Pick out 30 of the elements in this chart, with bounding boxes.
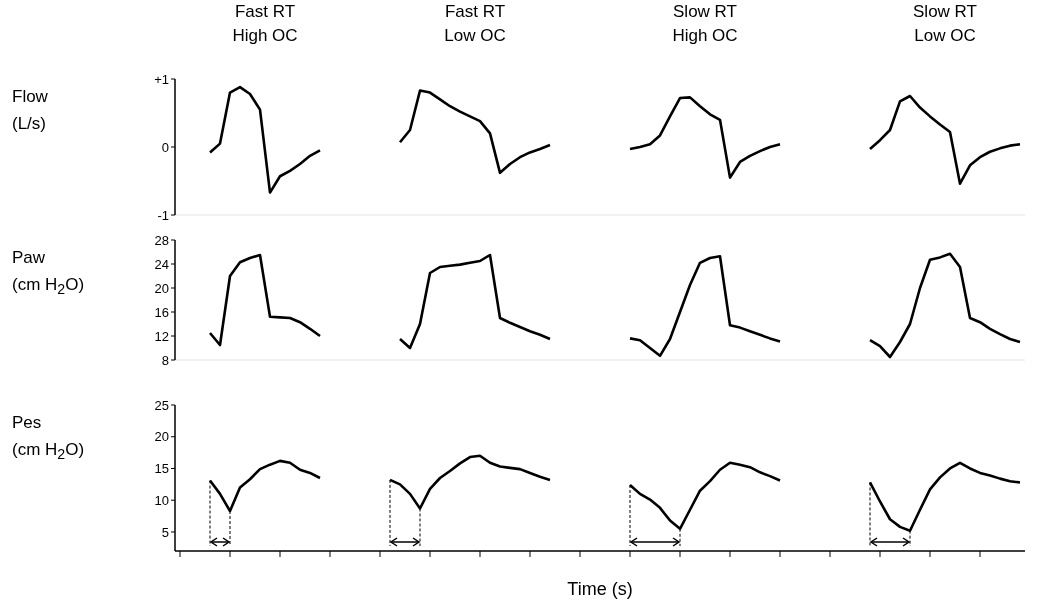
line-series — [868, 94, 1022, 186]
y-tick-label: 28 — [154, 232, 169, 248]
y-axis-title: Pes (cm H$_{2}$O) — [12, 412, 85, 465]
line-series — [208, 253, 322, 347]
line-series — [398, 253, 552, 350]
y-tick-label: -1 — [157, 207, 169, 223]
y-tick-label: 10 — [154, 492, 169, 508]
line-series — [868, 252, 1022, 359]
y-tick-label: 24 — [154, 256, 169, 272]
text: Slow RT High OC — [671, 1, 739, 47]
x-axis-title: Time (s) — [567, 579, 633, 599]
line-series — [208, 85, 322, 194]
y-tick-label: 20 — [154, 429, 169, 445]
line-series — [628, 96, 782, 179]
y-tick-label: 12 — [154, 328, 169, 344]
y-tick-label: 20 — [154, 280, 169, 296]
y-tick-label: 25 — [154, 397, 169, 413]
y-axis-title: Flow (L/s) — [12, 86, 48, 135]
text: Fast RT Low OC — [443, 1, 507, 47]
y-tick-label: +1 — [154, 71, 169, 87]
line-series — [398, 89, 552, 175]
text: Fast RT High OC — [231, 1, 299, 47]
y-axis-title: Paw (cm H$_{2}$O) — [12, 247, 85, 300]
y-tick-label: 15 — [154, 461, 169, 477]
y-tick-label: 0 — [161, 139, 169, 155]
text: Slow RT Low OC — [912, 1, 978, 47]
y-tick-label: 16 — [154, 304, 169, 320]
line-series — [628, 254, 782, 358]
y-tick-label: 8 — [161, 352, 169, 368]
y-tick-label: 5 — [161, 524, 169, 540]
